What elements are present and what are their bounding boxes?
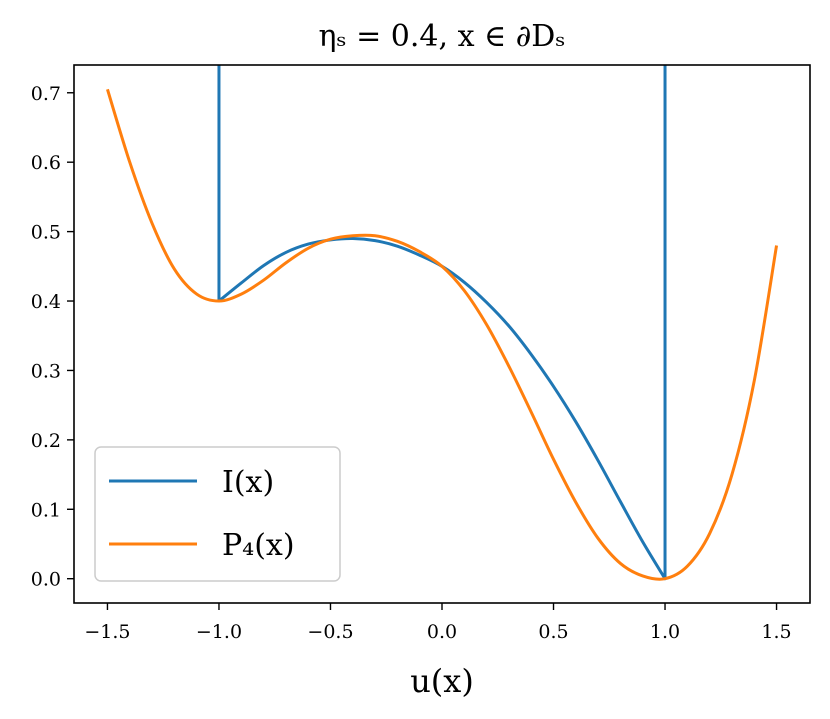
y-tick-label: 0.7 (31, 83, 61, 105)
series-line-2 (106, 88, 779, 581)
y-tick-label: 0.2 (31, 430, 61, 452)
y-tick-label: 0.1 (31, 499, 61, 521)
legend: I(x) P₄(x) (94, 446, 341, 582)
legend-label-2: P₄(x) (222, 528, 295, 563)
y-axis: 0.0 0.1 0.2 0.3 0.4 0.5 0.6 0.7 (31, 83, 74, 591)
x-tick-label: 0.5 (538, 621, 568, 643)
plot-area (106, 65, 779, 581)
chart-title: ηₛ = 0.4, x ∈ ∂Dₛ (319, 19, 566, 54)
y-tick-label: 0.3 (31, 360, 61, 382)
y-tick-label: 0.4 (31, 291, 61, 313)
y-tick-label: 0.0 (31, 569, 61, 591)
legend-label-1: I(x) (222, 465, 274, 500)
x-axis: −1.5 −1.0 −0.5 0.0 0.5 1.0 1.5 (84, 603, 792, 643)
x-tick-label: −0.5 (307, 621, 353, 643)
x-tick-label: −1.5 (84, 621, 130, 643)
x-tick-label: 1.0 (650, 621, 680, 643)
legend-box (94, 446, 341, 582)
plot-frame (73, 64, 811, 604)
x-axis-title: u(x) (410, 662, 474, 700)
x-tick-label: −1.0 (196, 621, 242, 643)
x-tick-label: 1.5 (761, 621, 791, 643)
x-tick-label: 0.0 (427, 621, 457, 643)
y-tick-label: 0.6 (31, 152, 61, 174)
y-tick-label: 0.5 (31, 222, 61, 244)
